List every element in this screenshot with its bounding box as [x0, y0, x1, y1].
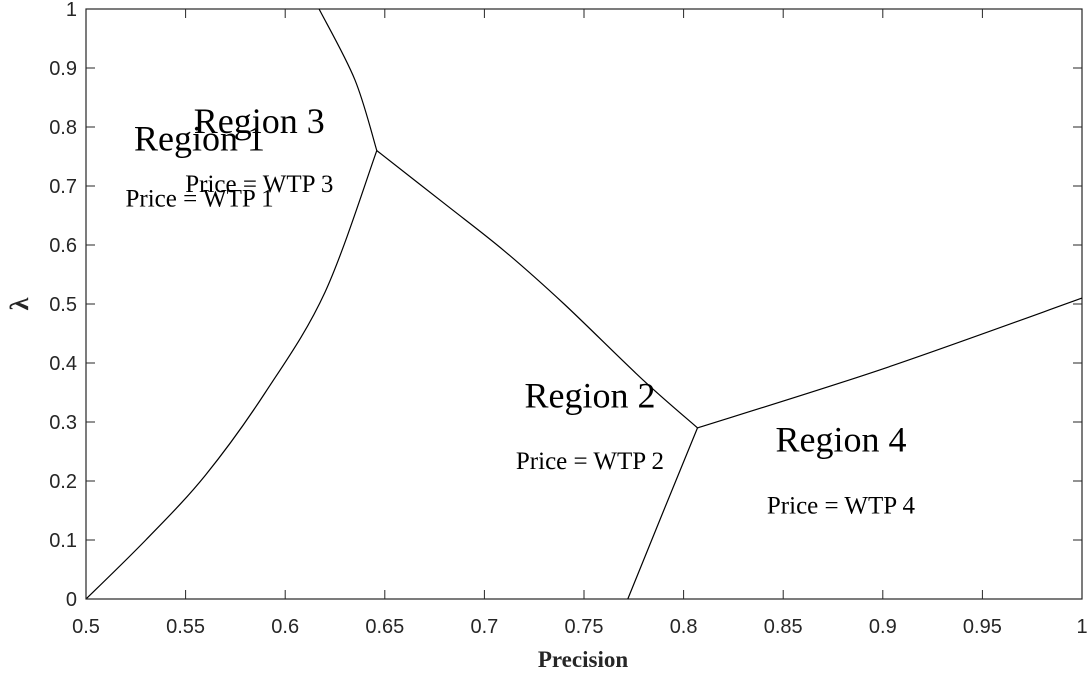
- region-label-4: Region 4: [775, 420, 906, 460]
- y-tick-label: 0: [66, 589, 77, 611]
- region-boundaries: [85, 8, 1083, 600]
- x-tick-label: 0.6: [271, 616, 299, 638]
- region-price-1: Price = WTP 1: [125, 186, 273, 213]
- y-tick-label: 0.1: [49, 530, 77, 552]
- x-tick-label: 0.65: [365, 616, 404, 638]
- region-label-3: Region 2: [524, 375, 655, 415]
- region-price-2: Price = WTP 3: [185, 171, 333, 198]
- boundary-line-3: [376, 150, 698, 429]
- y-tick-label: 0.3: [49, 412, 77, 434]
- x-tick-label: 1: [1076, 616, 1087, 638]
- region-label-2: Region 3: [194, 101, 325, 141]
- plot-area: [85, 8, 1083, 600]
- y-tick-label: 1: [66, 0, 77, 21]
- boundary-line-5: [697, 297, 1083, 429]
- region-price-3: Price = WTP 2: [516, 448, 664, 475]
- y-tick-label: 0.6: [49, 235, 77, 257]
- y-tick-label: 0.9: [49, 58, 77, 80]
- y-tick-label: 0.5: [49, 294, 77, 316]
- y-tick-label: 0.8: [49, 117, 77, 139]
- y-tick-label: 0.2: [49, 471, 77, 493]
- x-tick-label: 0.7: [470, 616, 498, 638]
- x-tick-label: 0.9: [869, 616, 897, 638]
- region-price-4: Price = WTP 4: [767, 492, 916, 519]
- x-tick-label: 0.5: [72, 616, 100, 638]
- y-axis-ticks: 0 0.1 0.2 0.3 0.4 0.5 0.6 0.7 0.8 0.9 1: [49, 0, 1082, 611]
- y-axis-title: λ: [5, 297, 34, 310]
- boundary-line-1: [85, 150, 378, 600]
- x-tick-label: 0.8: [670, 616, 698, 638]
- x-axis-title: Precision: [538, 647, 628, 672]
- x-axis-ticks: 0.5 0.55 0.6 0.65 0.7 0.75 0.8 0.85 0.9 0.95 1: [72, 9, 1088, 638]
- x-tick-label: 0.95: [963, 616, 1002, 638]
- x-tick-label: 0.85: [764, 616, 803, 638]
- x-tick-label: 0.75: [565, 616, 604, 638]
- boundary-line-2: [318, 8, 378, 151]
- region-label-1: Region 1: [134, 119, 265, 159]
- region-annotations: Region 1 Price = WTP 1 Region 3 Price = WTP…: [125, 101, 915, 520]
- y-tick-label: 0.4: [49, 353, 77, 375]
- y-tick-label: 0.7: [49, 176, 77, 198]
- x-tick-label: 0.55: [166, 616, 205, 638]
- boundary-line-4: [627, 427, 699, 600]
